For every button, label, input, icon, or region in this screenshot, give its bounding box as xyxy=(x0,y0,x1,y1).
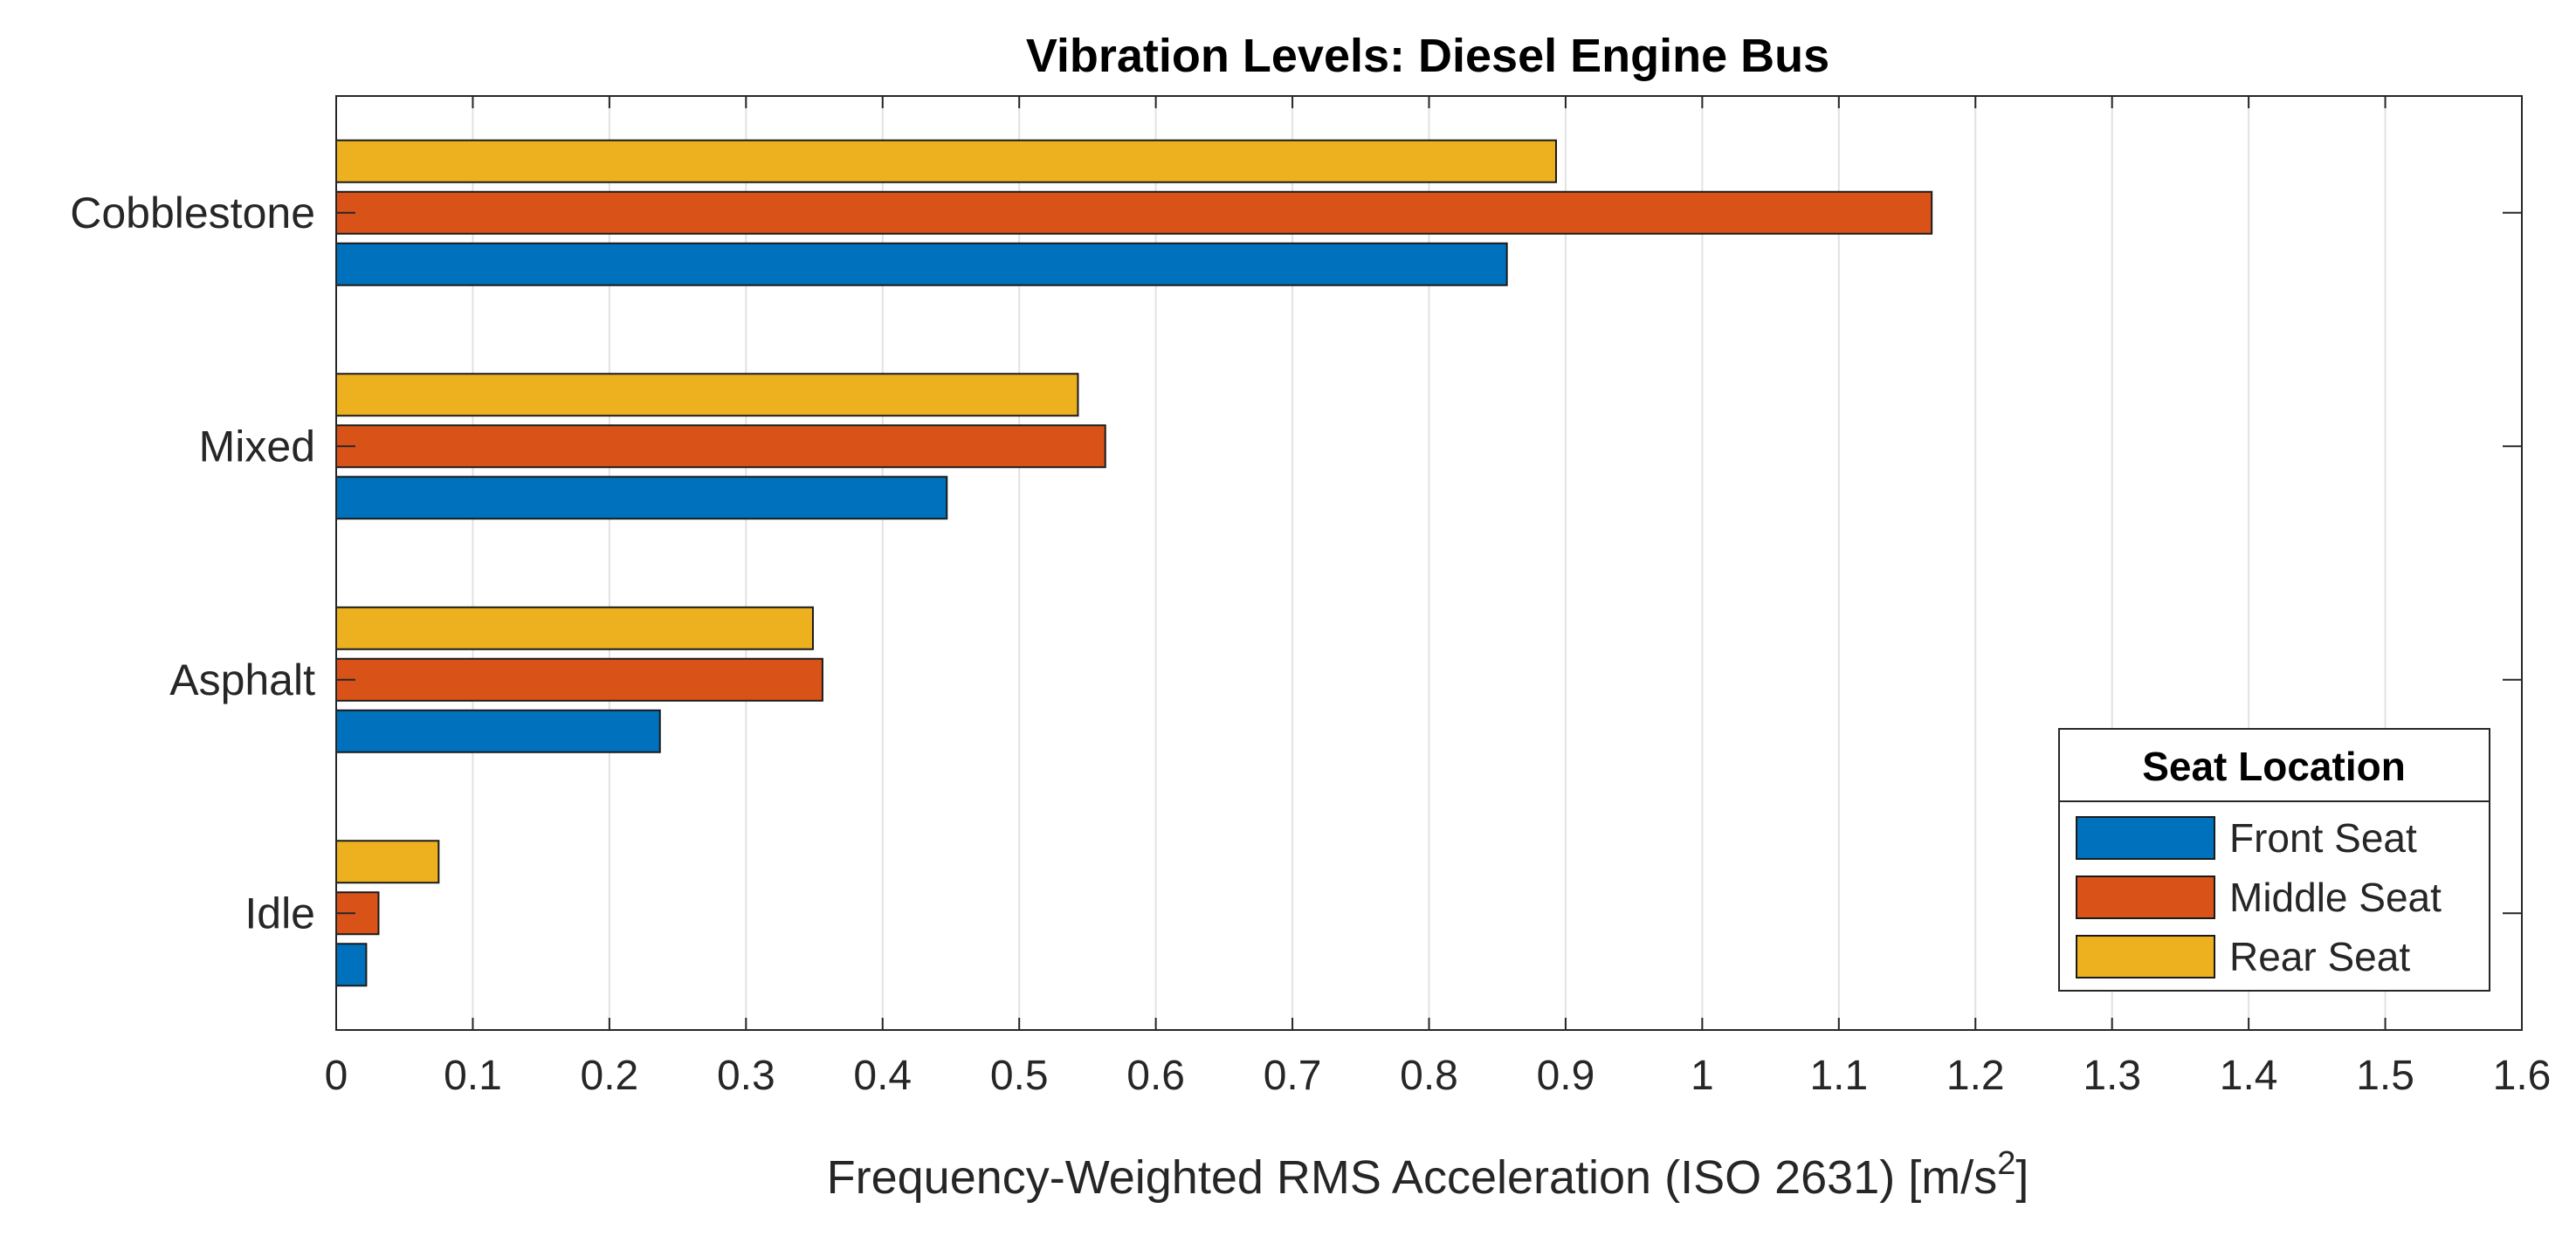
bar xyxy=(335,242,1508,286)
axis-ticks xyxy=(335,96,2523,1030)
bar xyxy=(335,943,368,987)
x-tick-label: 1.6 xyxy=(2493,1053,2552,1099)
x-tick-label: 1.2 xyxy=(1946,1053,2005,1099)
bar xyxy=(335,373,1079,417)
legend-swatch xyxy=(2076,816,2215,860)
y-tick-labels: Idle Asphalt Mixed Cobblestone xyxy=(70,189,315,938)
x-tick-label: 0.5 xyxy=(990,1053,1049,1099)
x-axis-label-text: Frequency-Weighted RMS Acceleration (ISO… xyxy=(827,1151,1998,1204)
x-tick-label: 0.8 xyxy=(1400,1053,1458,1099)
bar xyxy=(335,657,823,702)
bar xyxy=(335,139,1557,183)
x-tick-label: 0.6 xyxy=(1126,1053,1185,1099)
x-tick-labels: 0 0.1 0.2 0.3 0.4 0.5 0.6 0.7 0.8 0.9 1 1.1 1.2 1.3 1.… xyxy=(325,1053,2552,1099)
y-tick-label: Mixed xyxy=(199,422,315,470)
legend-items: Front Seat Middle Seat Rear Seat xyxy=(2076,815,2442,979)
bar xyxy=(335,190,1933,235)
legend-label: Rear Seat xyxy=(2229,934,2410,979)
x-tick-label: 0.3 xyxy=(717,1053,775,1099)
x-tick-label: 0.7 xyxy=(1264,1053,1322,1099)
legend-swatch xyxy=(2076,876,2215,919)
x-tick-label: 1.4 xyxy=(2220,1053,2278,1099)
legend-title: Seat Location xyxy=(2142,744,2406,789)
x-axis-label-suffix: ] xyxy=(2015,1151,2028,1204)
legend-label: Middle Seat xyxy=(2229,875,2442,920)
bar xyxy=(335,840,440,884)
x-axis-label-superscript: 2 xyxy=(1997,1145,2015,1182)
chart-title: Vibration Levels: Diesel Engine Bus xyxy=(1026,30,1829,82)
bars xyxy=(335,139,1933,987)
x-axis-label: Frequency-Weighted RMS Acceleration (ISO… xyxy=(827,1145,2029,1204)
x-tick-label: 0.4 xyxy=(853,1053,912,1099)
x-tick-label: 1.1 xyxy=(1809,1053,1868,1099)
bar xyxy=(335,709,661,753)
x-tick-label: 1.5 xyxy=(2356,1053,2414,1099)
bar xyxy=(335,424,1106,469)
y-tick-label: Cobblestone xyxy=(70,189,315,237)
x-tick-label: 0.1 xyxy=(444,1053,502,1099)
y-tick-label: Idle xyxy=(245,889,315,937)
legend: Seat Location Front Seat Middle Seat Rear … xyxy=(2058,728,2490,992)
legend-label: Front Seat xyxy=(2229,815,2417,861)
bar xyxy=(335,606,814,650)
legend-swatch xyxy=(2076,935,2215,978)
x-tick-label: 1 xyxy=(1691,1053,1714,1099)
x-tick-label: 0.2 xyxy=(581,1053,639,1099)
x-tick-label: 0 xyxy=(325,1053,348,1099)
x-tick-label: 0.9 xyxy=(1537,1053,1595,1099)
x-tick-label: 1.3 xyxy=(2083,1053,2141,1099)
bar xyxy=(335,476,948,520)
y-tick-label: Asphalt xyxy=(169,656,315,704)
